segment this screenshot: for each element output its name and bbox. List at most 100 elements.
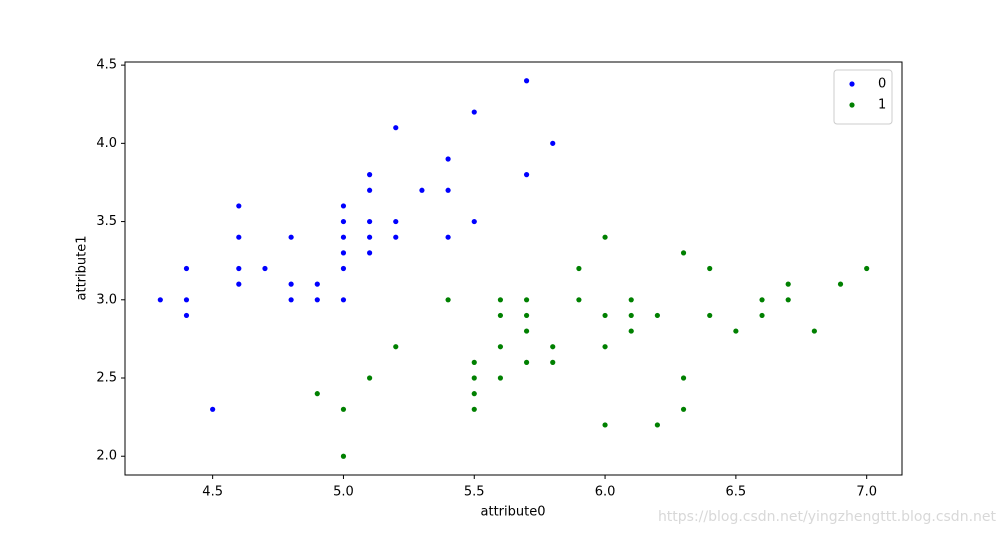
legend-label: 1	[878, 98, 886, 113]
y-tick-label: 2.5	[96, 371, 117, 386]
y-axis-label: attribute1	[75, 236, 90, 301]
x-axis-label: attribute0	[481, 505, 546, 520]
point	[576, 265, 582, 272]
point	[680, 375, 687, 381]
point	[550, 344, 556, 350]
y-tick-label: 3.5	[96, 214, 117, 229]
point	[654, 312, 660, 319]
point	[314, 281, 320, 287]
x-tick-label: 5.0	[333, 485, 354, 500]
point	[262, 265, 268, 272]
point	[367, 187, 373, 193]
point	[367, 250, 373, 256]
legend-marker	[849, 102, 855, 108]
point	[340, 218, 347, 225]
legend-box	[833, 69, 893, 125]
point	[340, 203, 347, 209]
x-tick-label: 6.5	[726, 485, 747, 500]
point	[288, 281, 294, 287]
point	[393, 234, 399, 240]
point	[183, 265, 190, 272]
point	[210, 406, 216, 412]
point	[497, 344, 504, 350]
point	[628, 328, 634, 334]
y-tick-label: 3.0	[96, 292, 117, 307]
point	[602, 312, 608, 319]
point	[497, 297, 504, 303]
point	[288, 234, 294, 240]
point	[550, 140, 556, 146]
x-tick-label: 4.5	[202, 485, 223, 500]
point	[183, 312, 190, 319]
point	[707, 312, 713, 319]
point	[680, 250, 687, 256]
point	[523, 359, 530, 365]
point	[340, 453, 347, 459]
x-tick-label: 5.5	[464, 485, 485, 500]
point	[445, 234, 451, 240]
point	[523, 297, 530, 303]
point	[602, 422, 608, 428]
point	[367, 172, 373, 178]
point	[393, 344, 399, 350]
point	[864, 265, 870, 272]
point	[523, 328, 530, 334]
point	[445, 187, 451, 193]
point	[445, 156, 451, 162]
point	[367, 218, 373, 225]
point	[236, 203, 242, 209]
legend-label: 0	[878, 77, 886, 92]
point	[497, 312, 504, 319]
point	[707, 265, 713, 272]
point	[759, 297, 765, 303]
point	[811, 328, 817, 334]
point	[393, 218, 399, 225]
plot-frame	[124, 61, 903, 476]
point	[393, 125, 399, 131]
y-tick-label: 4.0	[96, 136, 117, 151]
point	[314, 297, 320, 303]
x-tick-label: 7.0	[856, 485, 877, 500]
point	[785, 281, 791, 287]
point	[288, 297, 294, 303]
point	[785, 297, 791, 303]
point	[236, 234, 242, 240]
point	[367, 234, 373, 240]
point	[628, 297, 634, 303]
point	[471, 391, 477, 397]
point	[602, 344, 608, 350]
y-tick-label: 2.0	[96, 449, 117, 464]
point	[550, 359, 556, 365]
point	[602, 234, 608, 240]
point	[523, 312, 530, 319]
point	[523, 78, 530, 84]
point	[236, 281, 242, 287]
point	[628, 312, 634, 319]
point	[471, 109, 477, 115]
point	[340, 250, 347, 256]
point	[236, 265, 242, 272]
point	[471, 375, 477, 381]
point	[523, 172, 530, 178]
point	[576, 297, 582, 303]
point	[759, 312, 765, 319]
point	[445, 297, 451, 303]
point	[733, 328, 739, 334]
point	[340, 234, 347, 240]
point	[419, 187, 425, 193]
x-tick-label: 6.0	[595, 485, 616, 500]
point	[340, 297, 347, 303]
point	[340, 406, 347, 412]
point	[654, 422, 660, 428]
point	[471, 218, 477, 225]
point	[340, 265, 347, 272]
point	[471, 359, 477, 365]
point	[157, 297, 163, 303]
point	[680, 406, 687, 412]
y-tick-label: 4.5	[96, 58, 117, 73]
point	[497, 375, 504, 381]
point	[367, 375, 373, 381]
watermark: https://blog.csdn.net/yingzhengttt.blog.…	[658, 509, 997, 525]
point	[837, 281, 844, 287]
